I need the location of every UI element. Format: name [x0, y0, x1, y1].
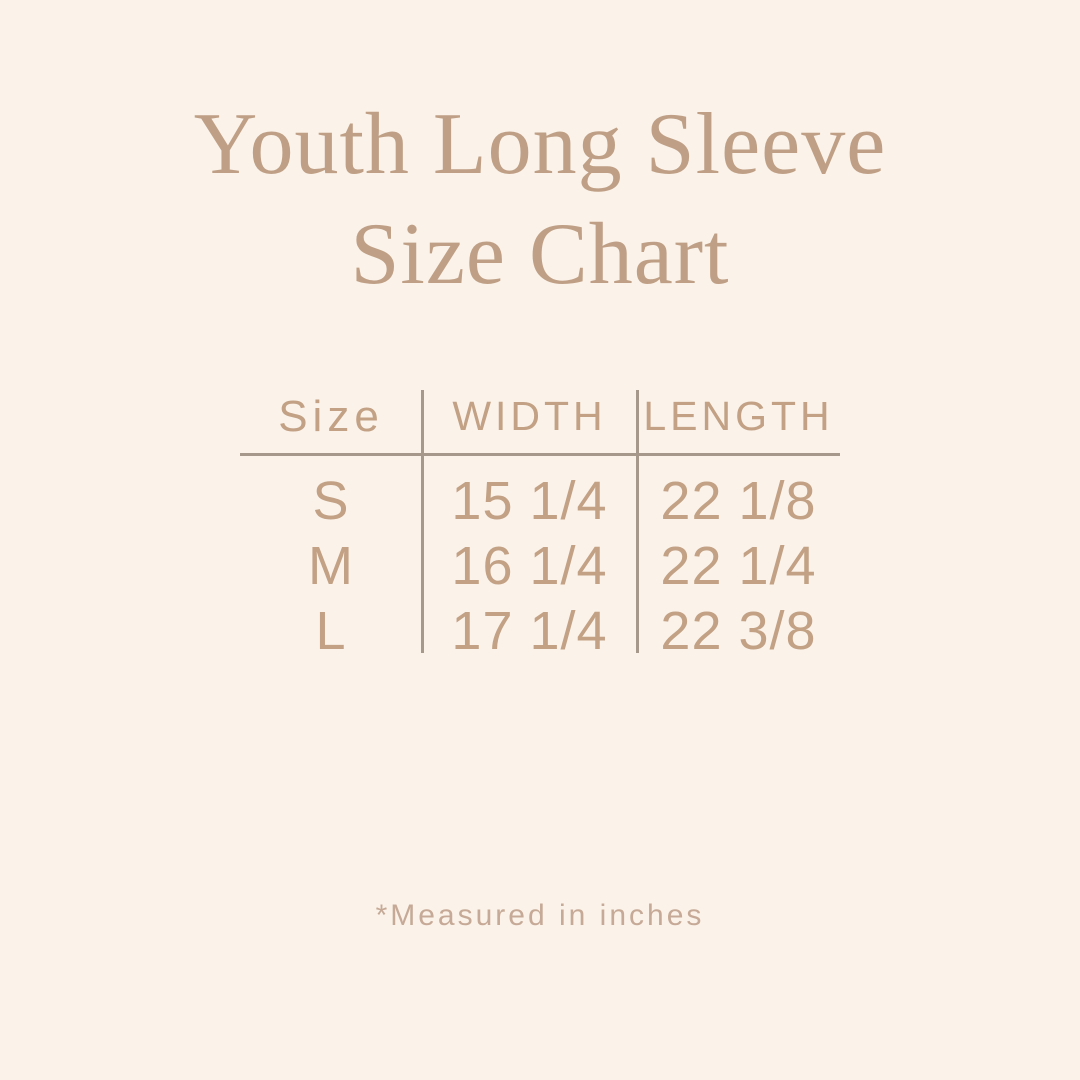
table-row-l-size: L: [315, 600, 347, 661]
table-row-m-size: M: [308, 535, 354, 596]
column-header-length: LENGTH: [643, 393, 834, 439]
table-row-s-width: 15 1/4: [451, 470, 608, 531]
table-row-l-length: 22 3/8: [660, 600, 817, 661]
table-column-divider-1: [421, 390, 424, 653]
table-row-s-length: 22 1/8: [660, 470, 817, 531]
size-table: Size WIDTH LENGTH S 15 1/4 22 1/8 M 16 1…: [240, 378, 840, 663]
title-line-1: Youth Long Sleeve: [193, 96, 887, 193]
page-title: Youth Long Sleeve Size Chart: [0, 90, 1080, 310]
column-header-width: WIDTH: [452, 393, 607, 439]
table-header-rule: [240, 453, 840, 456]
measurement-footnote: *Measured in inches: [375, 899, 705, 932]
column-header-size: Size: [278, 391, 384, 441]
title-line-2: Size Chart: [350, 206, 730, 303]
table-row-s-size: S: [312, 470, 350, 531]
table-row-m-width: 16 1/4: [451, 535, 608, 596]
table-row-l-width: 17 1/4: [451, 600, 608, 661]
table-column-divider-2: [636, 390, 639, 653]
table-spacer: [240, 455, 840, 468]
table-row-m-length: 22 1/4: [660, 535, 817, 596]
